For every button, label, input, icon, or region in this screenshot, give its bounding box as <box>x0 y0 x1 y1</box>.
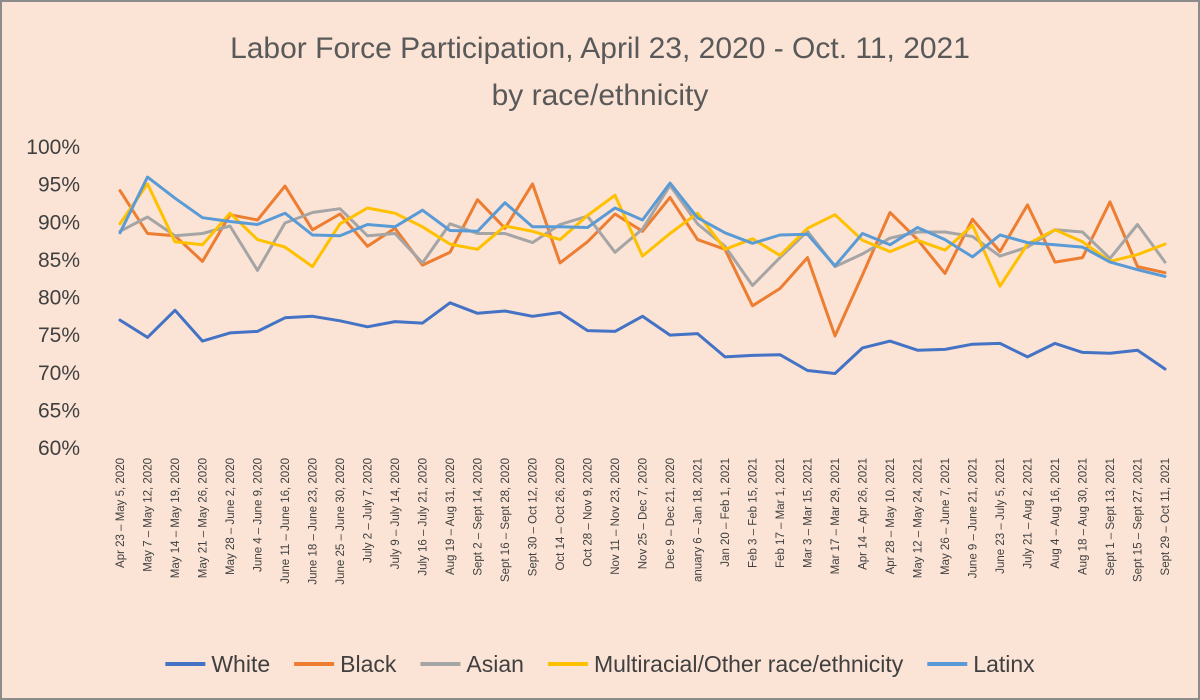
x-tick-label: July 9 – July 14, 2020 <box>390 458 402 569</box>
legend-item: Black <box>294 651 397 677</box>
x-tick-label: Sept 16 – Sept 28, 2020 <box>500 458 512 582</box>
x-tick-label: Aug 19 – Aug 31, 2020 <box>445 458 457 575</box>
x-tick-label: Sept 29 – Oct 11, 2021 <box>1160 458 1172 575</box>
legend-label: White <box>211 651 270 677</box>
x-tick-label: Aug 18 – Aug 30, 2021 <box>1078 458 1090 575</box>
x-tick-label: anuary 6 – Jan 18, 2021 <box>693 458 705 582</box>
x-axis: Apr 23 – May 5, 2020 May 7 – May 12, 2020… <box>115 458 1172 585</box>
x-tick-label: July 2 – July 7, 2020 <box>363 458 375 563</box>
x-tick-label: Apr 23 – May 5, 2020 <box>115 458 127 568</box>
y-tick-label: 75% <box>38 324 80 347</box>
x-tick-label: Sept 15 – Sept 27, 2021 <box>1133 458 1145 582</box>
series-lines <box>118 175 1167 375</box>
chart-subtitle: by race/ethnicity <box>492 79 709 112</box>
legend-label: Latinx <box>973 651 1035 677</box>
y-tick-label: 90% <box>38 211 80 234</box>
x-tick-label: Oct 28 – Nov 9, 2020 <box>583 458 595 567</box>
x-tick-label: Apr 14 – Apr 26, 2021 <box>858 458 870 570</box>
x-tick-label: May 14 – May 19, 2020 <box>170 458 182 578</box>
legend-label: Multiracial/Other race/ethnicity <box>594 651 904 677</box>
legend-item: Latinx <box>927 651 1035 677</box>
x-tick-label: Oct 14 – Oct 26, 2020 <box>555 458 567 571</box>
x-tick-label: Jan 20 – Feb 1, 2021 <box>720 458 732 567</box>
x-tick-label: June 11 – June 16, 2020 <box>280 458 292 584</box>
legend-item: Multiracial/Other race/ethnicity <box>547 651 904 677</box>
x-tick-label: May 28 – June 2, 2020 <box>225 458 237 575</box>
legend: White Black Asian Multiracial/Other race/et… <box>165 651 1035 677</box>
legend-item: Asian <box>420 651 524 677</box>
x-tick-label: Aug 4 – Aug 16, 2021 <box>1050 458 1062 569</box>
y-tick-label: 80% <box>38 287 80 310</box>
legend-label: Black <box>340 651 397 677</box>
legend-label: Asian <box>466 651 524 677</box>
legend-item: White <box>165 651 270 677</box>
series-line-latinx <box>118 175 1167 278</box>
x-tick-label: June 25 – June 30, 2020 <box>335 458 347 585</box>
y-tick-label: 70% <box>38 362 80 385</box>
x-tick-label: Sept 30 – Oct 12, 2020 <box>528 458 540 576</box>
x-tick-label: July 21 – Aug 2, 2021 <box>1023 458 1035 569</box>
chart-title: Labor Force Participation, April 23, 202… <box>230 32 970 65</box>
x-tick-label: June 9 – June 21, 2021 <box>968 458 980 578</box>
y-tick-label: 95% <box>38 174 80 197</box>
x-tick-label: May 7 – May 12, 2020 <box>143 458 155 572</box>
y-tick-label: 100% <box>26 136 80 159</box>
series-line-white <box>118 301 1167 375</box>
x-tick-label: July 16 – July 21, 2020 <box>418 458 430 576</box>
x-tick-label: June 23 – July 5, 2021 <box>995 458 1007 574</box>
series-line-multiracial-other-race-ethnicity <box>118 182 1167 288</box>
series-line-black <box>118 182 1167 338</box>
x-tick-label: Nov 25 – Dec 7, 2020 <box>638 458 650 569</box>
x-tick-label: June 4 – June 9, 2020 <box>253 458 265 572</box>
x-tick-label: June 18 – June 23, 2020 <box>308 458 320 585</box>
y-tick-label: 85% <box>38 249 80 272</box>
x-tick-label: Feb 3 – Feb 15, 2021 <box>748 458 760 568</box>
x-tick-label: Nov 11 – Nov 23, 2020 <box>610 458 622 575</box>
x-tick-label: Sept 1 – Sept 13, 2021 <box>1105 458 1117 576</box>
x-tick-label: Apr 28 – May 10, 2021 <box>885 458 897 574</box>
x-tick-label: May 26 – June 7, 2021 <box>940 458 952 575</box>
x-tick-label: Feb 17 – Mar 1, 2021 <box>775 458 787 568</box>
y-tick-label: 65% <box>38 399 80 422</box>
x-tick-label: Dec 9 – Dec 21, 2020 <box>665 458 677 569</box>
x-tick-label: May 12 – May 24, 2021 <box>913 458 925 578</box>
y-tick-label: 60% <box>38 437 80 460</box>
x-tick-label: Mar 17 – Mar 29, 2021 <box>830 458 842 574</box>
x-tick-label: May 21 – May 26, 2020 <box>198 458 210 578</box>
x-tick-label: Sept 2 – Sept 14, 2020 <box>473 458 485 576</box>
y-axis: 100% 95% 90% 85% 80% 75% 70% 65% 60% <box>26 136 80 460</box>
x-tick-label: Mar 3 – Mar 15, 2021 <box>803 458 815 568</box>
